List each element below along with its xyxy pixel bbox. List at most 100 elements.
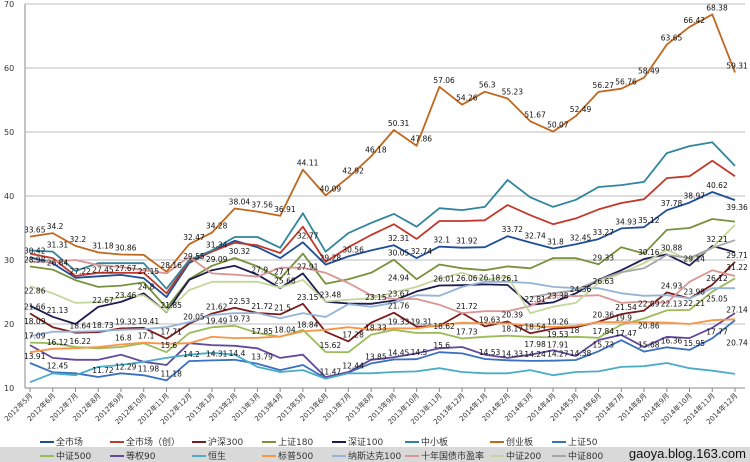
- data-label: 11.18: [160, 369, 182, 378]
- data-label: 22.67: [92, 296, 114, 305]
- data-label: 19.53: [547, 330, 569, 339]
- legend-swatch: [40, 454, 54, 457]
- data-label: 23.98: [684, 288, 706, 297]
- data-label: 32.77: [297, 231, 319, 240]
- data-label: 14.27: [547, 350, 569, 359]
- data-label: 12.44: [342, 361, 364, 370]
- legend-label: 中证200: [506, 452, 542, 462]
- data-label: 14.2: [183, 350, 200, 359]
- data-label: 30.16: [638, 248, 660, 257]
- data-label: 31.8: [547, 237, 564, 246]
- data-label: 29.55: [183, 252, 205, 261]
- data-label: 27.15: [138, 267, 160, 276]
- data-label: 19.31: [411, 317, 433, 326]
- legend-label: 深证100: [348, 438, 384, 448]
- data-label: 17.71: [160, 328, 182, 337]
- data-label: 35.12: [638, 216, 660, 225]
- data-label: 17.91: [547, 340, 569, 349]
- data-label: 18.84: [297, 320, 319, 329]
- legend-label: 中小板: [421, 438, 449, 448]
- data-label: 16.22: [69, 337, 91, 346]
- data-label: 58.49: [638, 67, 660, 76]
- series-line: [29, 218, 736, 309]
- data-label: 15.68: [638, 341, 660, 350]
- series-line: [29, 319, 736, 382]
- data-label: 33.27: [593, 228, 615, 237]
- data-label: 40.09: [320, 184, 342, 193]
- data-label: 56.27: [593, 81, 615, 90]
- legend-item: 纳斯达克100: [332, 449, 401, 462]
- data-label: 17.1: [138, 332, 155, 341]
- data-label: 20.05: [183, 313, 205, 322]
- data-label: 15.6: [433, 341, 450, 350]
- legend-swatch: [192, 454, 206, 457]
- legend-label: 上证50: [568, 438, 598, 448]
- series-line: [29, 312, 736, 378]
- data-label: 24.93: [661, 281, 683, 290]
- series-line: [29, 159, 736, 295]
- data-label: 11.72: [92, 366, 114, 375]
- data-label: 21.62: [206, 303, 228, 312]
- data-label: 34.2: [47, 222, 64, 231]
- series-lines: [29, 13, 736, 384]
- data-label: 25.05: [706, 295, 728, 304]
- series-line: [29, 191, 736, 298]
- data-label: 26.01: [433, 275, 455, 284]
- data-label: 16.8: [115, 333, 132, 342]
- data-label: 24.94: [388, 273, 410, 282]
- data-label: 12.29: [115, 362, 137, 371]
- data-label: 14.31: [206, 349, 228, 358]
- data-label: 21.76: [388, 302, 410, 311]
- data-label: 23.15: [365, 293, 387, 302]
- data-label: 32.2: [69, 235, 86, 244]
- data-label: 19.73: [229, 315, 251, 324]
- legend-label: 全市场: [56, 438, 84, 448]
- legend-label: 全市场（创）: [126, 438, 181, 448]
- data-label: 23.48: [320, 291, 342, 300]
- data-label: 63.65: [661, 34, 683, 43]
- data-label: 25.68: [274, 277, 296, 286]
- data-label: 14.53: [479, 348, 501, 357]
- series-line: [29, 13, 736, 273]
- legend-item: 沪深300: [192, 435, 243, 448]
- data-label: 23.15: [297, 293, 319, 302]
- data-label: 32.21: [706, 235, 728, 244]
- data-label: 13.79: [251, 353, 273, 362]
- data-label: 32.74: [524, 231, 546, 240]
- data-label: 52.49: [570, 105, 592, 114]
- data-label: 32.31: [388, 234, 410, 243]
- legend-swatch: [262, 440, 276, 443]
- data-label: 22.09: [638, 300, 660, 309]
- series-line: [29, 141, 736, 290]
- legend-label: 上证180: [278, 438, 314, 448]
- data-label: 21.85: [160, 301, 182, 310]
- y-tick-label: 70: [4, 0, 14, 9]
- data-label: 22.53: [229, 297, 251, 306]
- data-label: 44.11: [297, 159, 319, 168]
- data-label: 31.22: [726, 263, 748, 272]
- data-label: 24.8: [138, 282, 155, 291]
- legend-item: 全市场（创）: [110, 435, 180, 448]
- series-line: [29, 245, 736, 325]
- data-label: 20.74: [726, 338, 748, 347]
- data-label: 56.76: [615, 78, 637, 87]
- data-label: 14.38: [570, 349, 592, 358]
- data-label: 16.36: [661, 336, 683, 345]
- data-label: 19.9: [615, 314, 632, 323]
- data-label: 18.62: [433, 322, 455, 331]
- legend-swatch: [490, 440, 504, 443]
- data-label: 17.73: [456, 328, 478, 337]
- data-label: 32.74: [411, 247, 433, 256]
- data-label: 21.54: [615, 303, 637, 312]
- data-label: 59.31: [726, 61, 748, 70]
- legend-item: 恒生: [192, 449, 226, 462]
- legend-swatch: [332, 440, 346, 443]
- data-label: 27.9: [251, 266, 268, 275]
- data-label: 21.5: [274, 303, 291, 312]
- data-label: 54.26: [456, 94, 478, 103]
- data-label: 19.26: [547, 318, 569, 327]
- data-label: 38.04: [229, 198, 251, 207]
- data-label: 36.91: [274, 205, 296, 214]
- data-label: 21.66: [24, 302, 46, 311]
